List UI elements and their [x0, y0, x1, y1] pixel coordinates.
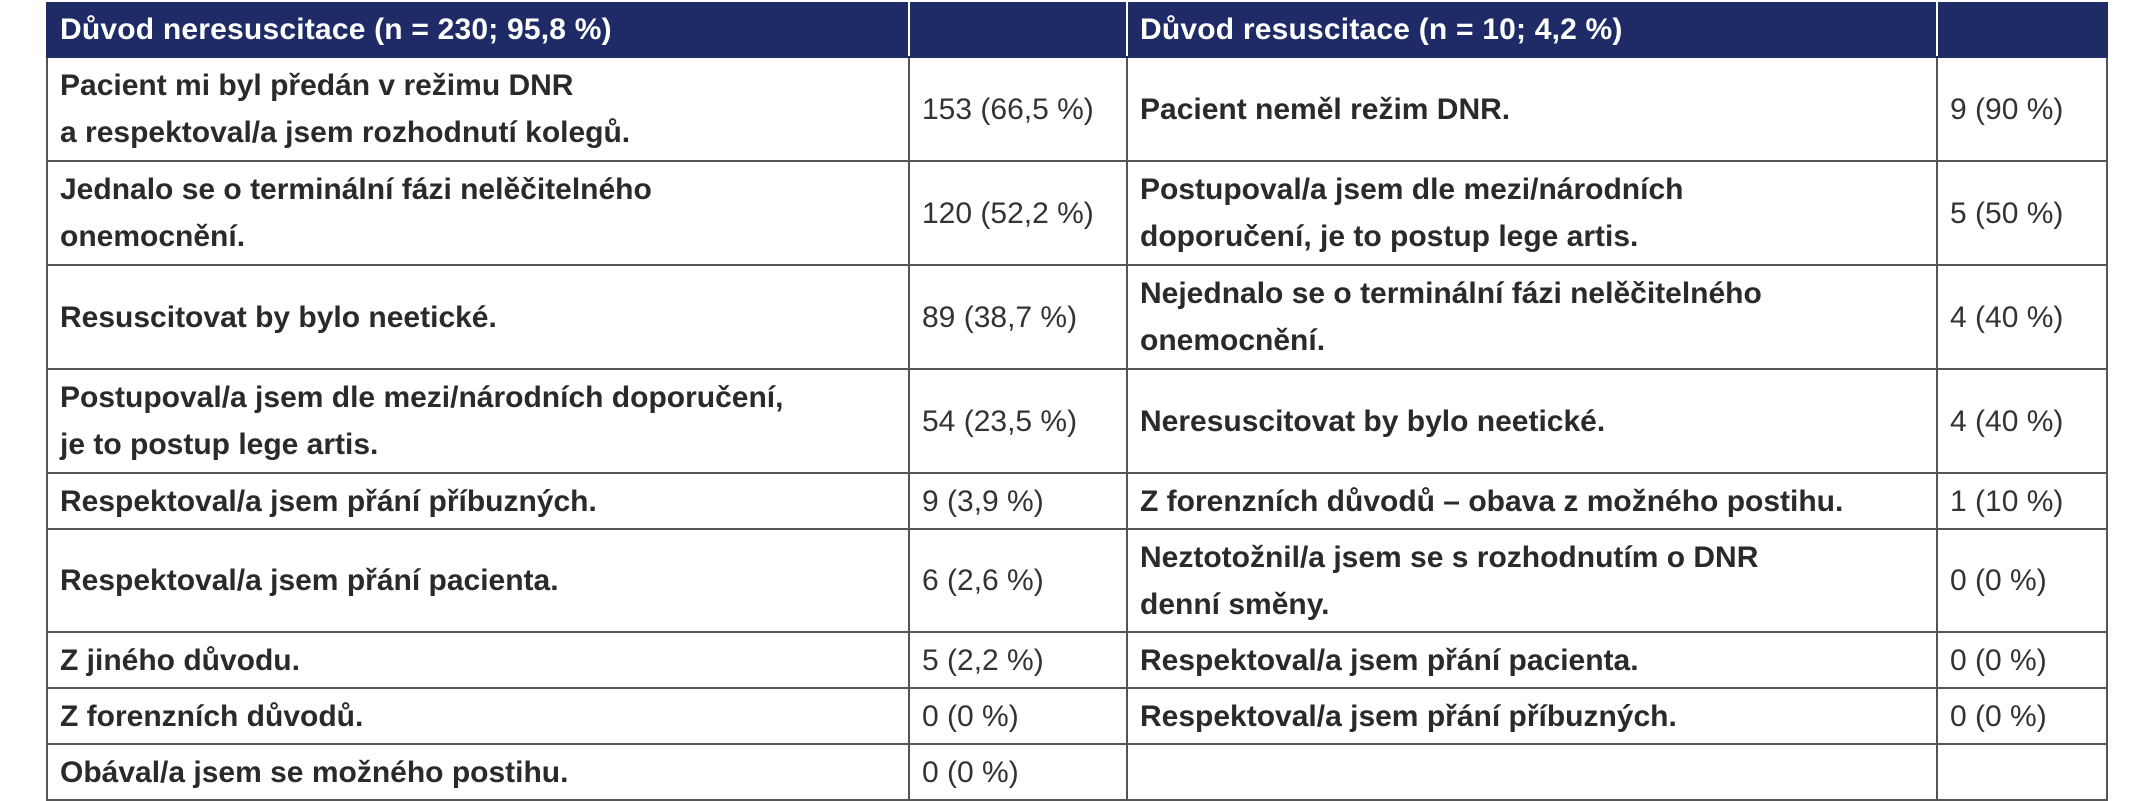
non-resuscitation-count: 9 (3,9 %)	[909, 473, 1127, 529]
reasons-table: Důvod neresuscitace (n = 230; 95,8 %) Dů…	[46, 2, 2108, 801]
resuscitation-reason-line: denní směny.	[1140, 581, 1924, 628]
resuscitation-reason-line: Nejednalo se o terminální fázi nelěčitel…	[1140, 270, 1924, 317]
non-resuscitation-reason: Jednalo se o terminální fázi nelěčitelné…	[47, 161, 909, 265]
header-resuscitation: Důvod resuscitace (n = 10; 4,2 %)	[1127, 3, 1937, 57]
resuscitation-reason: Neresuscitovat by bylo neetické.	[1127, 369, 1937, 473]
non-resuscitation-reason: Obával/a jsem se možného postihu.	[47, 744, 909, 800]
non-resuscitation-count: 6 (2,6 %)	[909, 529, 1127, 632]
resuscitation-count: 9 (90 %)	[1937, 57, 2107, 161]
resuscitation-count: 0 (0 %)	[1937, 688, 2107, 744]
non-resuscitation-reason-line: Z forenzních důvodů.	[60, 693, 896, 740]
table-row: Resuscitovat by bylo neetické. 89 (38,7 %…	[47, 265, 2107, 369]
non-resuscitation-reason-line: Pacient mi byl předán v režimu DNR	[60, 62, 896, 109]
non-resuscitation-reason-line: Resuscitovat by bylo neetické.	[60, 294, 896, 341]
resuscitation-reason-line: Respektoval/a jsem přání pacienta.	[1140, 637, 1924, 684]
non-resuscitation-count: 0 (0 %)	[909, 688, 1127, 744]
resuscitation-reason-line: Respektoval/a jsem přání příbuzných.	[1140, 693, 1924, 740]
non-resuscitation-count: 153 (66,5 %)	[909, 57, 1127, 161]
resuscitation-reason: Pacient neměl režim DNR.	[1127, 57, 1937, 161]
non-resuscitation-count: 5 (2,2 %)	[909, 632, 1127, 688]
table-header-row: Důvod neresuscitace (n = 230; 95,8 %) Dů…	[47, 3, 2107, 57]
non-resuscitation-reason: Respektoval/a jsem přání příbuzných.	[47, 473, 909, 529]
resuscitation-reason: Postupoval/a jsem dle mezi/národních dopo…	[1127, 161, 1937, 265]
non-resuscitation-reason-line: Z jiného důvodu.	[60, 637, 896, 684]
table-row: Jednalo se o terminální fázi nelěčitelné…	[47, 161, 2107, 265]
non-resuscitation-reason-line: Respektoval/a jsem přání příbuzných.	[60, 478, 896, 525]
non-resuscitation-reason-line: Jednalo se o terminální fázi nelěčitelné…	[60, 166, 896, 213]
resuscitation-count: 4 (40 %)	[1937, 265, 2107, 369]
resuscitation-reason: Respektoval/a jsem přání příbuzných.	[1127, 688, 1937, 744]
non-resuscitation-reason-line: a respektoval/a jsem rozhodnutí kolegů.	[60, 109, 896, 156]
non-resuscitation-count: 89 (38,7 %)	[909, 265, 1127, 369]
table-row: Respektoval/a jsem přání příbuzných. 9 (3…	[47, 473, 2107, 529]
resuscitation-reason-line: Pacient neměl režim DNR.	[1140, 86, 1924, 133]
resuscitation-reason-line: Neresuscitovat by bylo neetické.	[1140, 398, 1924, 445]
non-resuscitation-count: 54 (23,5 %)	[909, 369, 1127, 473]
header-non-resuscitation: Důvod neresuscitace (n = 230; 95,8 %)	[47, 3, 909, 57]
table-row: Respektoval/a jsem přání pacienta. 6 (2,6…	[47, 529, 2107, 632]
non-resuscitation-count: 120 (52,2 %)	[909, 161, 1127, 265]
resuscitation-reason-line: Neztotožnil/a jsem se s rozhodnutím o DN…	[1140, 534, 1924, 581]
resuscitation-reason-line: Z forenzních důvodů – obava z možného po…	[1140, 478, 1924, 525]
resuscitation-count: 0 (0 %)	[1937, 632, 2107, 688]
resuscitation-reason: Nejednalo se o terminální fázi nelěčitel…	[1127, 265, 1937, 369]
reasons-table-container: Důvod neresuscitace (n = 230; 95,8 %) Dů…	[46, 2, 2106, 801]
table-row: Postupoval/a jsem dle mezi/národních dop…	[47, 369, 2107, 473]
non-resuscitation-reason: Z jiného důvodu.	[47, 632, 909, 688]
table-row: Obával/a jsem se možného postihu. 0 (0 %)	[47, 744, 2107, 800]
non-resuscitation-reason-line: je to postup lege artis.	[60, 421, 896, 468]
table-row: Z jiného důvodu. 5 (2,2 %) Respektoval/a j…	[47, 632, 2107, 688]
header-blank-left-value	[909, 3, 1127, 57]
resuscitation-reason-line: doporučení, je to postup lege artis.	[1140, 213, 1924, 260]
table-row: Pacient mi byl předán v režimu DNR a resp…	[47, 57, 2107, 161]
non-resuscitation-reason-line: Obával/a jsem se možného postihu.	[60, 749, 896, 796]
resuscitation-count: 4 (40 %)	[1937, 369, 2107, 473]
resuscitation-reason	[1127, 744, 1937, 800]
non-resuscitation-reason-line: onemocnění.	[60, 213, 896, 260]
non-resuscitation-count: 0 (0 %)	[909, 744, 1127, 800]
non-resuscitation-reason-line: Postupoval/a jsem dle mezi/národních dop…	[60, 374, 896, 421]
resuscitation-reason: Z forenzních důvodů – obava z možného po…	[1127, 473, 1937, 529]
resuscitation-reason: Respektoval/a jsem přání pacienta.	[1127, 632, 1937, 688]
non-resuscitation-reason-line: Respektoval/a jsem přání pacienta.	[60, 557, 896, 604]
resuscitation-count	[1937, 744, 2107, 800]
header-blank-right-value	[1937, 3, 2107, 57]
resuscitation-reason: Neztotožnil/a jsem se s rozhodnutím o DN…	[1127, 529, 1937, 632]
non-resuscitation-reason: Pacient mi byl předán v režimu DNR a resp…	[47, 57, 909, 161]
resuscitation-reason-line: onemocnění.	[1140, 317, 1924, 364]
resuscitation-count: 5 (50 %)	[1937, 161, 2107, 265]
non-resuscitation-reason: Respektoval/a jsem přání pacienta.	[47, 529, 909, 632]
non-resuscitation-reason: Resuscitovat by bylo neetické.	[47, 265, 909, 369]
resuscitation-count: 1 (10 %)	[1937, 473, 2107, 529]
non-resuscitation-reason: Postupoval/a jsem dle mezi/národních dop…	[47, 369, 909, 473]
resuscitation-count: 0 (0 %)	[1937, 529, 2107, 632]
table-row: Z forenzních důvodů. 0 (0 %) Respektoval/a…	[47, 688, 2107, 744]
non-resuscitation-reason: Z forenzních důvodů.	[47, 688, 909, 744]
resuscitation-reason-line: Postupoval/a jsem dle mezi/národních	[1140, 166, 1924, 213]
